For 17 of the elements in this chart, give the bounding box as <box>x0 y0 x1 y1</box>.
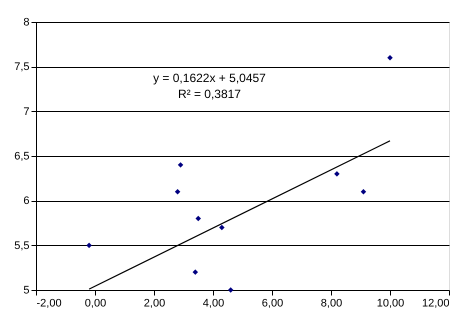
x-tick-label: -2,00 <box>36 298 62 310</box>
y-tick-label: 6 <box>23 195 30 208</box>
y-tick-label: 7,5 <box>14 61 30 74</box>
x-tick-label: 6,00 <box>262 298 284 310</box>
y-tick-label: 7 <box>23 106 30 118</box>
y-tick-label: 5 <box>23 284 30 296</box>
annotation: y = 0,1622x + 5,0457 <box>153 71 266 85</box>
x-tick-label: 2,00 <box>144 298 166 310</box>
x-tick-label: 12,00 <box>422 298 450 310</box>
x-tick-label: 10,00 <box>376 298 404 310</box>
x-tick-label: 4,00 <box>202 298 224 310</box>
y-tick-label: 8 <box>23 16 30 28</box>
x-tick-label: 0,00 <box>84 298 106 310</box>
y-tick-label: 6,5 <box>14 150 30 162</box>
annotation: R² = 0,3817 <box>178 87 242 101</box>
x-tick-label: 8,00 <box>320 298 342 310</box>
y-tick-label: 5,5 <box>14 240 30 252</box>
